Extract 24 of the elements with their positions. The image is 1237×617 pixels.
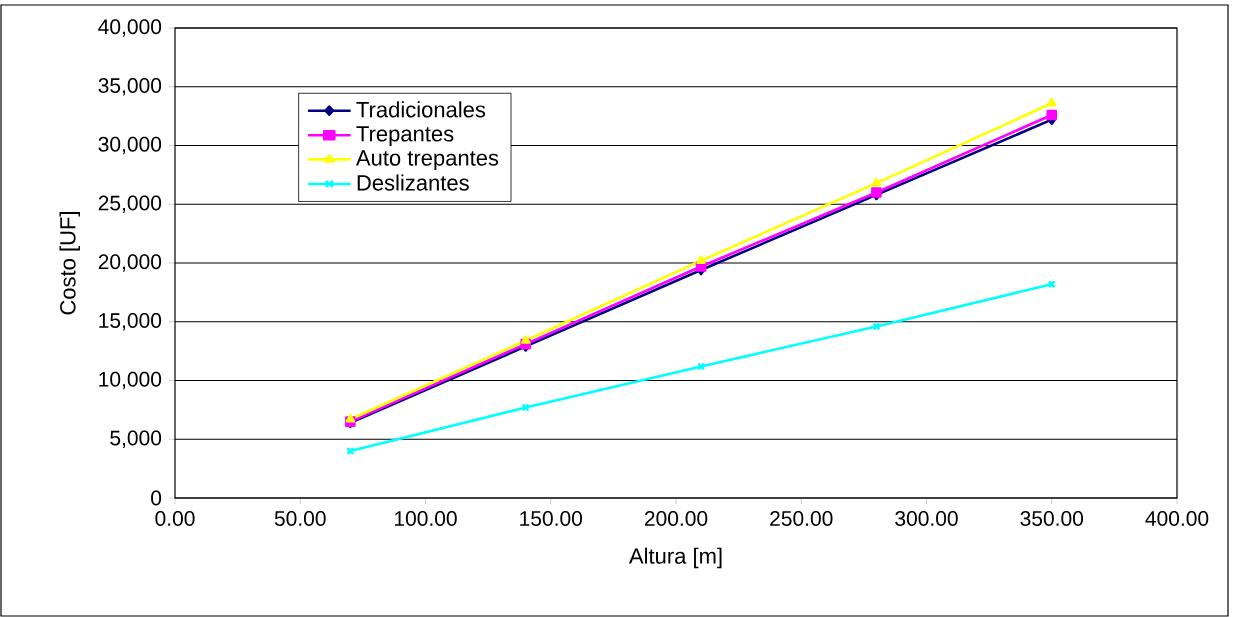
- x-tick-label: 150.00: [520, 511, 583, 526]
- y-tick-label: 15,000: [99, 313, 162, 331]
- y-tick-label: 40,000: [98, 19, 162, 37]
- x-tick-label: 400.00: [1145, 511, 1209, 526]
- x-tick-label: 0.00: [155, 511, 195, 526]
- x-tick-label: 50.00: [274, 511, 326, 526]
- y-tick-label: 0: [151, 490, 162, 506]
- y-tick-label: 10,000: [99, 371, 162, 390]
- x-tick-label: 100.00: [394, 511, 457, 526]
- y-tick-label: 30,000: [98, 136, 162, 155]
- y-axis-title: Costo [UF]: [59, 212, 80, 315]
- y-tick-label: 5,000: [110, 430, 162, 448]
- legend-label: Tradicionales: [356, 101, 486, 118]
- x-tick-label: 350.00: [1020, 511, 1084, 526]
- legend-label: Auto trepantes: [355, 150, 499, 171]
- y-tick-label: 35,000: [98, 78, 162, 96]
- x-tick-label: 250.00: [770, 511, 833, 526]
- x-axis-title: Altura [m]: [628, 547, 722, 569]
- legend-label: Deslizantes: [357, 174, 469, 191]
- y-tick-label: 20,000: [98, 254, 162, 272]
- x-tick-label: 200.00: [644, 511, 708, 526]
- x-tick-label: 300.00: [895, 511, 958, 526]
- legend-label: Trepantes: [356, 126, 454, 146]
- y-tick-label: 25,000: [98, 195, 162, 213]
